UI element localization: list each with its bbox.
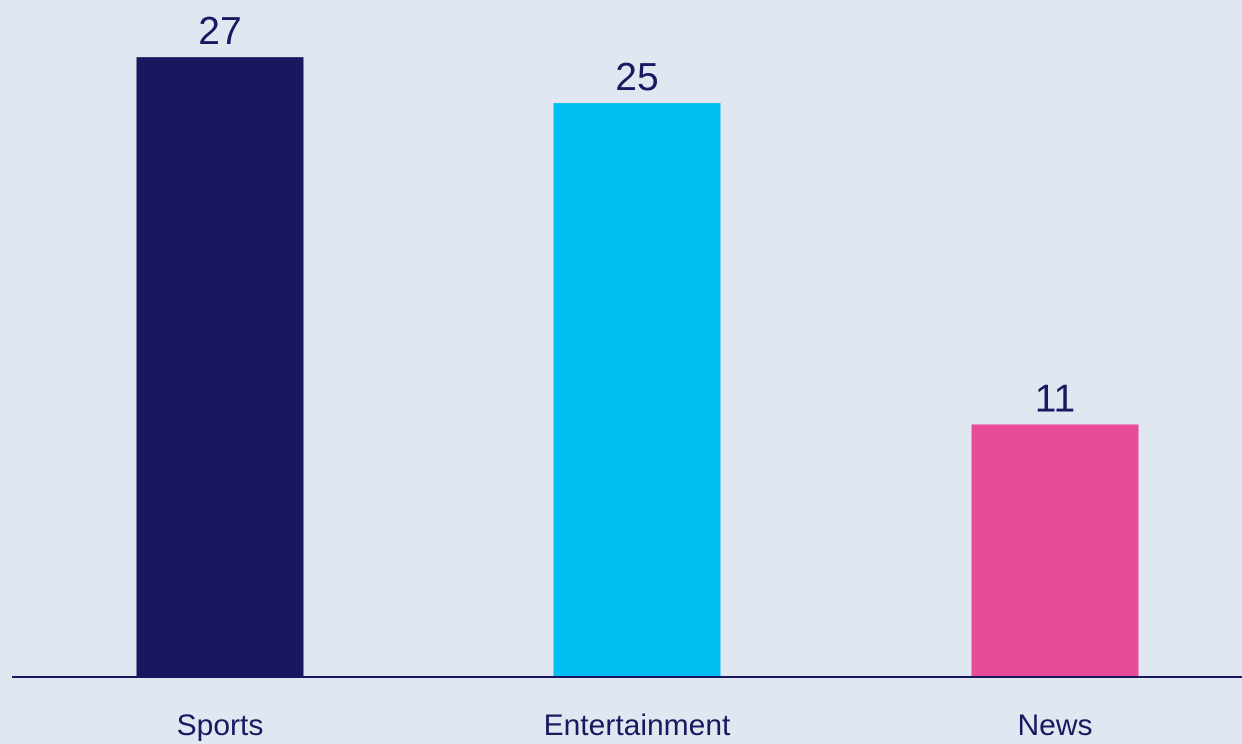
category-label-entertainment: Entertainment (544, 709, 731, 742)
bar-news (971, 424, 1139, 677)
category-label-news: News (1017, 709, 1092, 742)
bars-layer (136, 57, 1139, 677)
bar-entertainment (553, 103, 721, 677)
value-label-news: 11 (1035, 377, 1076, 420)
bar-sports (136, 57, 304, 677)
category-labels-layer: Sports Entertainment News (177, 709, 1093, 742)
value-label-sports: 27 (198, 10, 241, 53)
category-label-sports: Sports (177, 709, 264, 742)
value-labels-layer: 27 25 11 (198, 10, 1075, 420)
value-label-entertainment: 25 (615, 56, 658, 99)
